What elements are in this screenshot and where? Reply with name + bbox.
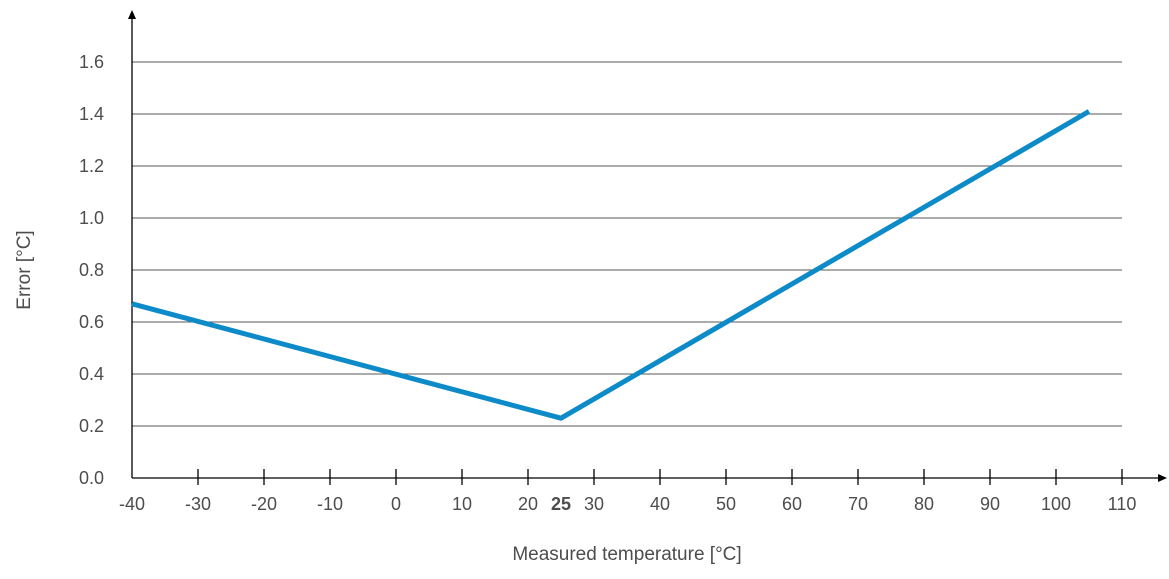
y-axis-title: Error [°C] bbox=[14, 230, 35, 309]
x-tick-label-70: 70 bbox=[848, 494, 868, 514]
y-axis-tick-labels: 0.0 0.2 0.4 0.6 0.8 1.0 1.2 1.4 1.6 bbox=[79, 52, 104, 488]
x-axis-tick-labels: -40 -30 -20 -10 0 10 20 25 30 40 50 60 70 80 90 100 110 bbox=[119, 494, 1136, 514]
x-tick-label--30: -30 bbox=[185, 494, 211, 514]
y-tick-label-0.4: 0.4 bbox=[79, 364, 104, 384]
y-tick-label-1.2: 1.2 bbox=[79, 156, 104, 176]
x-axis-ticks bbox=[197, 469, 1123, 485]
y-axis-arrow-icon bbox=[128, 10, 136, 19]
series-line-0 bbox=[131, 109, 1091, 421]
series-group bbox=[131, 109, 1091, 421]
gridlines bbox=[132, 61, 1122, 427]
x-axis-arrow-icon bbox=[1158, 474, 1167, 482]
x-tick-label-40: 40 bbox=[650, 494, 670, 514]
y-tick-label-0.8: 0.8 bbox=[79, 260, 104, 280]
y-tick-label-1.6: 1.6 bbox=[79, 52, 104, 72]
y-tick-label-0.6: 0.6 bbox=[79, 312, 104, 332]
x-tick-label-100: 100 bbox=[1041, 494, 1071, 514]
x-tick-label-0: 0 bbox=[391, 494, 401, 514]
x-tick-label-110: 110 bbox=[1108, 494, 1137, 514]
x-tick-label-10: 10 bbox=[452, 494, 472, 514]
x-tick-label-60: 60 bbox=[782, 494, 802, 514]
y-tick-label-1.0: 1.0 bbox=[79, 208, 104, 228]
x-axis-title: Measured temperature [°C] bbox=[512, 544, 741, 565]
x-tick-label-30: 30 bbox=[584, 494, 604, 514]
x-tick-label-20: 20 bbox=[518, 494, 538, 514]
x-tick-label-90: 90 bbox=[980, 494, 1000, 514]
y-tick-label-1.4: 1.4 bbox=[79, 104, 104, 124]
y-tick-label-0.0: 0.0 bbox=[79, 468, 104, 488]
x-tick-label-25: 25 bbox=[551, 494, 571, 514]
x-tick-label--20: -20 bbox=[251, 494, 277, 514]
x-tick-label--10: -10 bbox=[317, 494, 343, 514]
x-tick-label-80: 80 bbox=[914, 494, 934, 514]
y-tick-label-0.2: 0.2 bbox=[79, 416, 104, 436]
x-tick-label-50: 50 bbox=[716, 494, 736, 514]
axes bbox=[128, 10, 1167, 482]
x-tick-label--40: -40 bbox=[119, 494, 145, 514]
